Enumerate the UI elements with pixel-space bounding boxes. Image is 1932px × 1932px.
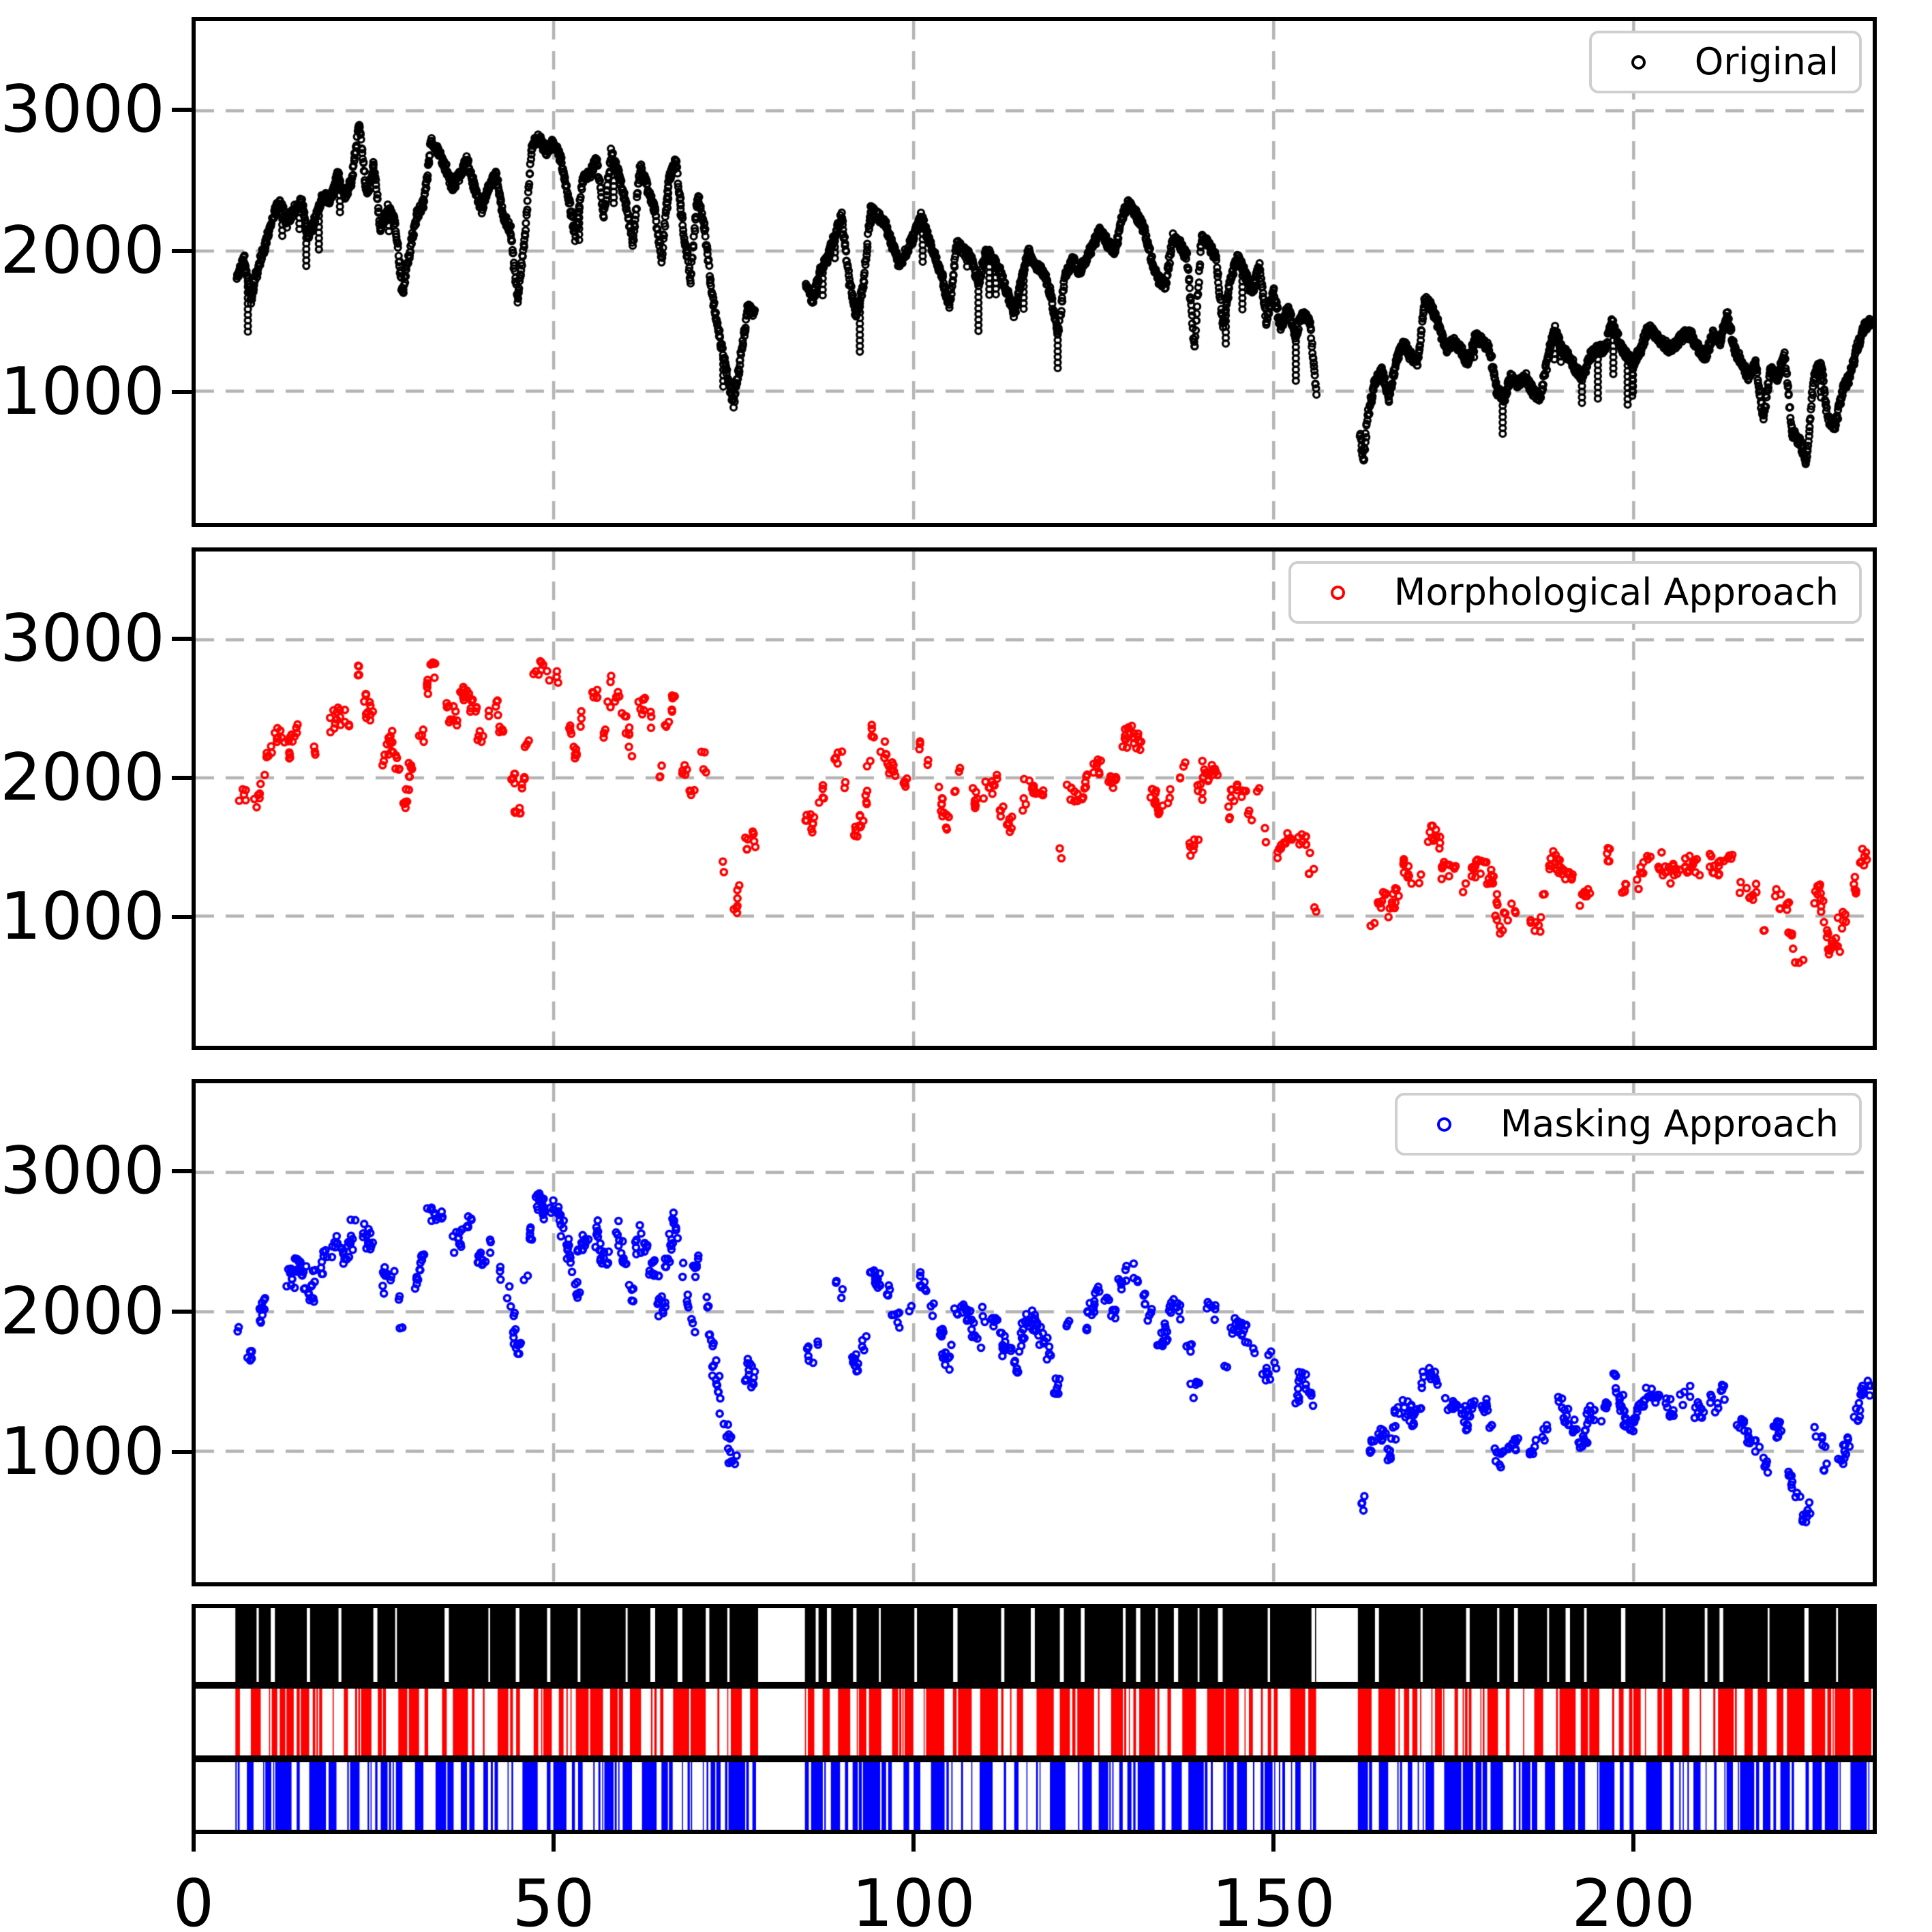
event-row-masking [192, 1758, 1877, 1834]
x-tick-mark [552, 1834, 556, 1852]
y-tick-mark [172, 637, 194, 641]
x-tick-mark [1271, 1834, 1276, 1852]
y-tick-label: 2000 [0, 740, 165, 815]
morphological-event-canvas [196, 1689, 1873, 1755]
x-tick-mark [1631, 1834, 1635, 1852]
y-tick-mark [172, 108, 194, 112]
morphological-legend-label: Morphological Approach [1393, 571, 1839, 614]
panel-morphological: Morphological Approach [192, 547, 1877, 1050]
y-tick-label: 2000 [0, 1274, 165, 1349]
masking-legend-marker-icon [1436, 1117, 1451, 1132]
original-legend-marker-icon [1631, 55, 1646, 70]
panel-masking: Masking Approach [192, 1079, 1877, 1586]
masking-event-canvas [196, 1762, 1873, 1830]
x-tick-label: 200 [1571, 1867, 1695, 1932]
y-tick-mark [172, 776, 194, 780]
y-tick-label: 1000 [0, 354, 165, 429]
x-tick-label: 150 [1211, 1867, 1335, 1932]
legend-original: Original [1588, 31, 1862, 93]
y-tick-label: 1000 [0, 1415, 165, 1490]
x-tick-label: 100 [851, 1867, 976, 1932]
event-row-original [192, 1604, 1877, 1686]
y-tick-label: 3000 [0, 601, 165, 676]
x-tick-mark [192, 1834, 196, 1852]
y-tick-mark [172, 915, 194, 919]
y-tick-label: 3000 [0, 1134, 165, 1209]
y-tick-label: 3000 [0, 72, 165, 147]
masking-legend-label: Masking Approach [1500, 1102, 1839, 1145]
y-tick-label: 2000 [0, 213, 165, 288]
morphological-scatter-canvas [196, 552, 1873, 1046]
y-tick-mark [172, 1169, 194, 1173]
panel-original: Original [192, 17, 1877, 527]
y-tick-label: 1000 [0, 879, 165, 954]
masking-scatter-canvas [196, 1083, 1873, 1582]
x-tick-label: 50 [512, 1867, 595, 1932]
x-tick-label: 0 [172, 1867, 215, 1932]
y-tick-mark [172, 390, 194, 394]
event-row-morphological [192, 1685, 1877, 1760]
y-tick-mark [172, 1450, 194, 1454]
y-tick-mark [172, 249, 194, 253]
morphological-legend-marker-icon [1330, 585, 1345, 600]
y-tick-mark [172, 1310, 194, 1314]
original-scatter-canvas [196, 21, 1873, 523]
original-event-canvas [196, 1608, 1873, 1682]
legend-masking: Masking Approach [1394, 1093, 1862, 1156]
legend-morphological: Morphological Approach [1288, 561, 1862, 624]
original-legend-label: Original [1694, 40, 1839, 83]
x-tick-mark [911, 1834, 916, 1852]
